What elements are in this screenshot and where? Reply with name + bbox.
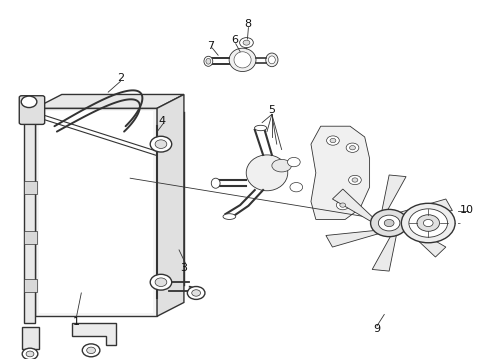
Circle shape: [240, 38, 253, 48]
Text: 5: 5: [269, 105, 275, 115]
Circle shape: [352, 178, 358, 182]
Ellipse shape: [266, 53, 278, 67]
Circle shape: [150, 274, 172, 290]
Circle shape: [290, 183, 303, 192]
Circle shape: [26, 351, 34, 357]
Circle shape: [348, 175, 361, 185]
Circle shape: [378, 215, 400, 231]
Text: 3: 3: [180, 263, 187, 273]
Circle shape: [349, 145, 355, 150]
Ellipse shape: [272, 159, 292, 172]
Polygon shape: [24, 101, 35, 323]
Polygon shape: [332, 189, 374, 222]
Circle shape: [187, 287, 205, 300]
Circle shape: [346, 143, 359, 152]
FancyBboxPatch shape: [19, 96, 45, 125]
Ellipse shape: [206, 58, 211, 64]
Circle shape: [327, 136, 339, 145]
Circle shape: [288, 157, 300, 167]
Ellipse shape: [204, 56, 213, 66]
Circle shape: [192, 290, 200, 296]
Text: 7: 7: [207, 41, 214, 50]
Text: 1: 1: [73, 317, 80, 327]
Circle shape: [423, 220, 433, 226]
Bar: [24, 231, 37, 244]
Circle shape: [401, 203, 455, 243]
Polygon shape: [372, 234, 397, 271]
Bar: [39, 111, 153, 314]
Ellipse shape: [229, 48, 256, 72]
Ellipse shape: [211, 178, 220, 188]
Circle shape: [336, 201, 349, 210]
Circle shape: [370, 210, 408, 237]
Circle shape: [340, 203, 345, 207]
Ellipse shape: [234, 52, 251, 68]
Circle shape: [384, 220, 394, 226]
Bar: [24, 279, 37, 292]
Circle shape: [150, 136, 172, 152]
Polygon shape: [157, 94, 184, 316]
Ellipse shape: [223, 214, 236, 220]
Bar: [24, 181, 37, 194]
Polygon shape: [35, 108, 157, 316]
Polygon shape: [382, 175, 406, 212]
Circle shape: [87, 347, 96, 354]
Text: 6: 6: [232, 35, 239, 45]
Ellipse shape: [254, 125, 267, 131]
Circle shape: [330, 138, 336, 143]
Circle shape: [82, 344, 100, 357]
Polygon shape: [326, 230, 380, 247]
Circle shape: [155, 140, 167, 148]
Text: 10: 10: [460, 206, 474, 216]
Polygon shape: [398, 199, 452, 216]
Circle shape: [21, 96, 37, 108]
Text: 9: 9: [373, 324, 381, 334]
Ellipse shape: [246, 155, 288, 191]
Polygon shape: [404, 224, 446, 257]
Polygon shape: [72, 323, 116, 345]
Text: 2: 2: [117, 73, 124, 83]
Circle shape: [22, 348, 38, 360]
Circle shape: [417, 215, 440, 231]
Text: 4: 4: [158, 116, 166, 126]
Circle shape: [243, 40, 250, 45]
Circle shape: [409, 209, 447, 237]
Bar: [22, 327, 39, 348]
Circle shape: [155, 278, 167, 287]
Polygon shape: [35, 94, 184, 108]
Text: 8: 8: [244, 19, 251, 29]
Ellipse shape: [269, 56, 275, 64]
Polygon shape: [311, 126, 369, 220]
